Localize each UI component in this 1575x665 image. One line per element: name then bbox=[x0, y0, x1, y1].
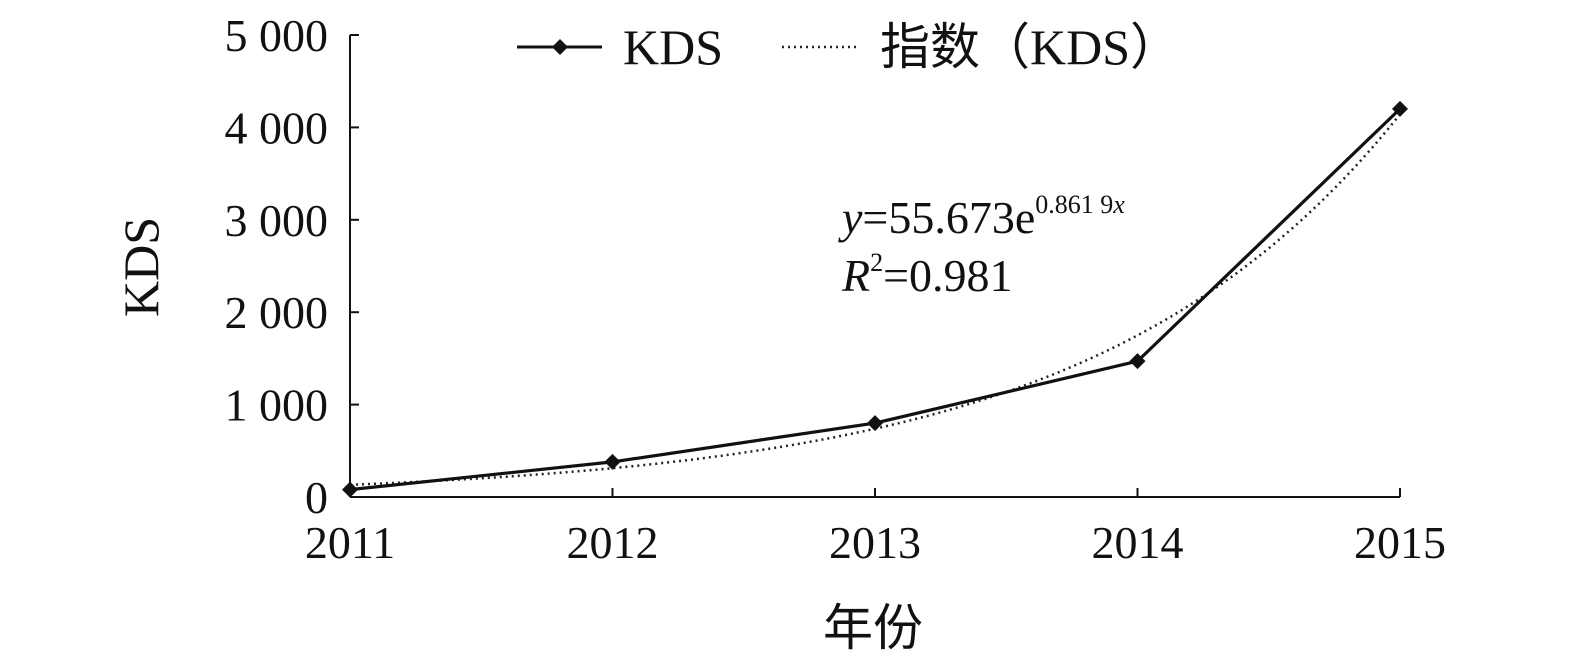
y-axis-title: KDS bbox=[113, 217, 169, 317]
data-point-kds bbox=[1392, 100, 1408, 117]
equation-exponent: 0.861 9 bbox=[1035, 190, 1113, 219]
y-tick-label: 3 000 bbox=[225, 195, 329, 246]
y-tick-label: 1 000 bbox=[225, 380, 329, 431]
legend-trend-label: 指数（KDS） bbox=[880, 19, 1180, 75]
y-tick-label: 4 000 bbox=[225, 102, 329, 153]
y-tick-label: 2 000 bbox=[225, 287, 329, 338]
x-tick-label: 2015 bbox=[1354, 517, 1446, 568]
equation-main: =55.673e bbox=[862, 192, 1035, 243]
series-kds-line bbox=[349, 107, 1402, 492]
equation-x: x bbox=[1112, 190, 1125, 219]
x-tick-label: 2014 bbox=[1092, 517, 1184, 568]
r-squared: R2=0.981 bbox=[841, 248, 1013, 301]
x-tick-label: 2013 bbox=[829, 517, 921, 568]
data-point-kds bbox=[604, 453, 621, 470]
trend-equation: y=55.673e0.861 9x bbox=[838, 190, 1125, 243]
y-tick-label: 0 bbox=[305, 472, 328, 523]
series-group bbox=[342, 100, 1408, 498]
r2-value: =0.981 bbox=[883, 250, 1012, 301]
x-axis-title: 年份 bbox=[823, 600, 923, 656]
data-point-kds bbox=[342, 481, 358, 498]
x-tick-label: 2011 bbox=[305, 517, 395, 568]
r2-R: R bbox=[841, 250, 870, 301]
x-tick-label: 2012 bbox=[567, 517, 659, 568]
legend-kds-marker bbox=[552, 39, 568, 55]
equation-y: y bbox=[838, 192, 863, 243]
r2-sup: 2 bbox=[870, 248, 883, 277]
legend-kds-label: KDS bbox=[623, 19, 723, 75]
y-tick-label: 5 000 bbox=[225, 10, 329, 61]
data-point-kds bbox=[1129, 353, 1146, 370]
legend: KDS 指数（KDS） bbox=[517, 19, 1180, 75]
data-point-kds bbox=[867, 415, 883, 432]
